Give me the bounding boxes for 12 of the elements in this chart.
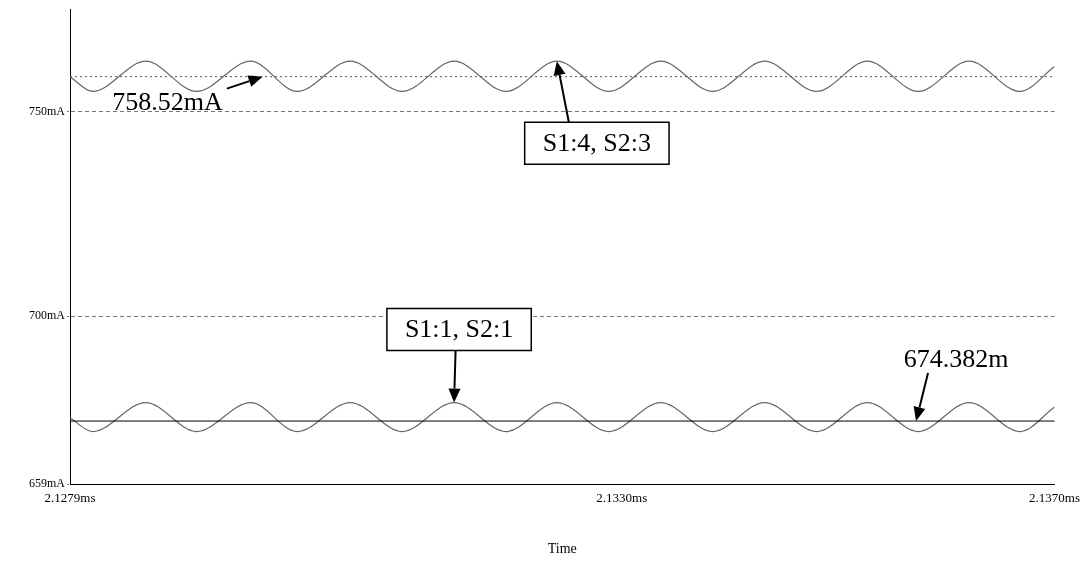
annotation: 674.382m	[903, 343, 1009, 373]
x-axis-title: Time	[547, 541, 577, 557]
line-series	[70, 60, 1055, 93]
annotation: 758.52mA	[112, 87, 224, 117]
y-tick-label: 659mA	[29, 476, 66, 491]
y-tick-label: 750mA	[29, 103, 66, 118]
x-tick-label: 2.1279ms	[44, 490, 96, 506]
y-tick-label: 700mA	[29, 308, 66, 323]
annotation: S1:1, S2:1	[404, 314, 514, 344]
x-tick-label: 2.1370ms	[1029, 490, 1080, 506]
x-tick-label: 2.1330ms	[596, 490, 648, 506]
annotation: S1:4, S2:3	[542, 128, 652, 158]
